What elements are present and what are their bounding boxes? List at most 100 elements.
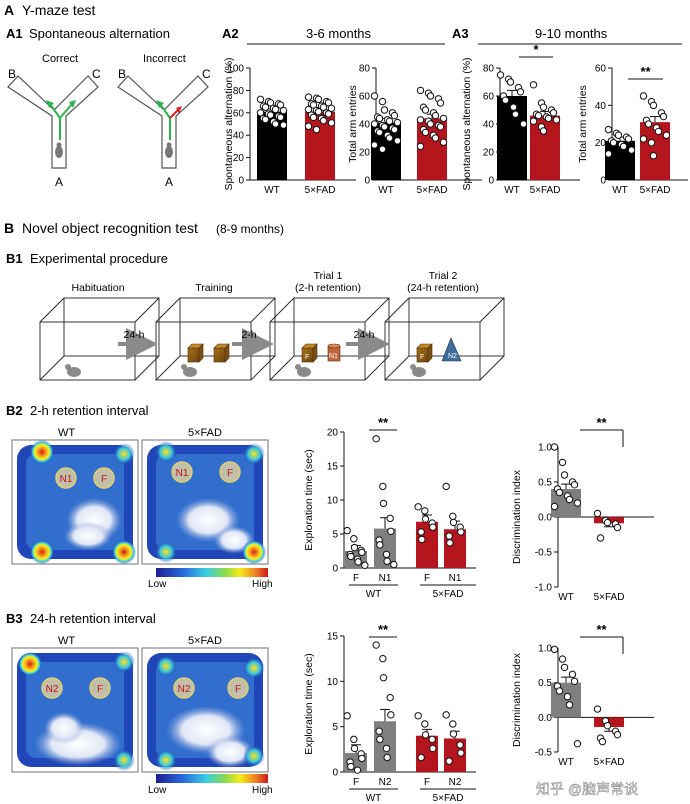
data-point: [644, 120, 653, 128]
watermark: 知乎 @脑声常谈: [536, 781, 638, 797]
y-axis-label: Discrimination index: [511, 652, 523, 747]
x-tick-label: F: [353, 573, 359, 584]
data-point: [375, 128, 384, 137]
data-point: [343, 712, 351, 720]
a1-title: Spontaneous alternation: [29, 26, 170, 41]
data-point: [256, 109, 265, 117]
arena-front: [384, 321, 481, 381]
data-point: [511, 110, 520, 118]
a3-age: 9-10 months: [535, 26, 608, 41]
data-point: [304, 122, 313, 130]
data-point: [436, 123, 445, 131]
mouse-icon: [65, 364, 81, 377]
y-axis-label: Discrimination index: [511, 469, 523, 564]
y-tick-label: 40: [595, 101, 607, 112]
data-point: [304, 93, 313, 101]
data-point: [529, 81, 538, 89]
y-tick-label: 0: [238, 176, 244, 187]
data-point: [386, 693, 394, 702]
data-point: [319, 116, 328, 125]
x-tick-label: F: [424, 777, 430, 788]
y-axis-label: Total arm entries: [347, 85, 359, 163]
mouse-icon: [55, 142, 63, 158]
arrow-label: 24-h: [123, 329, 144, 341]
green-path-right: [59, 103, 73, 119]
data-point: [350, 744, 359, 753]
mouse-head: [295, 364, 301, 370]
data-point: [416, 142, 425, 151]
arena-back: [63, 297, 160, 357]
data-point: [414, 503, 422, 511]
data-point: [598, 737, 607, 746]
data-point: [370, 141, 379, 149]
data-point: [383, 753, 391, 762]
y-tick-label: 60: [483, 92, 495, 103]
y-tick-label: 20: [327, 428, 339, 439]
mouse-icon: [181, 364, 197, 377]
data-point: [550, 502, 559, 511]
group-label: WT: [366, 793, 382, 804]
object-zone: [41, 677, 63, 699]
data-point: [613, 523, 622, 532]
data-point: [436, 99, 445, 107]
data-point: [506, 78, 515, 86]
arena-edge: [39, 355, 65, 381]
stage-label: (24-h retention): [407, 282, 479, 294]
object-zone: [93, 467, 115, 489]
arena-edge: [250, 297, 276, 323]
data-point: [428, 735, 436, 744]
mouse-body: [67, 367, 81, 377]
data-point: [353, 766, 362, 774]
b3-title: 24-h retention interval: [30, 611, 156, 626]
data-point: [445, 757, 453, 765]
data-point: [639, 135, 648, 143]
chart-b2-exp: 0 5 10 15 20 Exploration time (sec) F N1 F N1 WT 5×…: [303, 415, 476, 600]
b1-title: Experimental procedure: [30, 251, 168, 266]
data-point: [662, 131, 671, 139]
data-point: [379, 674, 388, 682]
x-tick-label: 5×FAD: [594, 592, 625, 603]
cube-side: [224, 343, 230, 363]
data-point: [314, 95, 323, 104]
arm-c-label: C: [92, 67, 101, 81]
data-point: [439, 114, 448, 123]
data-point: [639, 92, 648, 100]
heatmap-b3-fad: N2 F: [141, 647, 269, 773]
data-point: [385, 117, 394, 125]
heatmaps: N1 F N1 F N2 F N2 F: [11, 439, 269, 773]
arena-edge: [479, 297, 505, 323]
x-tick-label: WT: [378, 185, 394, 196]
data-point: [375, 114, 384, 123]
data-point: [417, 753, 425, 762]
data-point: [350, 735, 358, 744]
data-point: [375, 727, 383, 735]
mouse-icon: [165, 142, 173, 158]
data-point: [457, 749, 465, 757]
data-point: [550, 645, 559, 654]
data-point: [627, 146, 636, 154]
object-zone-label: N1: [176, 468, 189, 479]
data-point: [418, 535, 426, 544]
data-point: [558, 458, 567, 467]
scale-high: High: [252, 785, 273, 796]
data-point: [456, 741, 464, 749]
b2-fad-label: 5×FAD: [188, 427, 222, 439]
x-tick-label: 5×FAD: [530, 185, 561, 196]
x-tick-label: N2: [449, 777, 462, 788]
arena-trial-1: Trial 1(2-h retention) F N1: [269, 270, 390, 381]
data-point: [549, 109, 558, 117]
data-point: [379, 482, 387, 491]
data-point: [390, 111, 399, 120]
data-point: [573, 499, 582, 507]
data-point: [449, 730, 458, 738]
arena-edge: [269, 355, 295, 381]
section-b-subtitle: (8-9 months): [216, 222, 284, 236]
arena-training: Training: [155, 282, 276, 381]
arena-edge: [250, 355, 276, 381]
x-tick-label: WT: [612, 185, 628, 196]
arena-front: [39, 321, 136, 381]
data-point: [604, 150, 613, 158]
x-tick-label: 5×FAD: [305, 185, 336, 196]
